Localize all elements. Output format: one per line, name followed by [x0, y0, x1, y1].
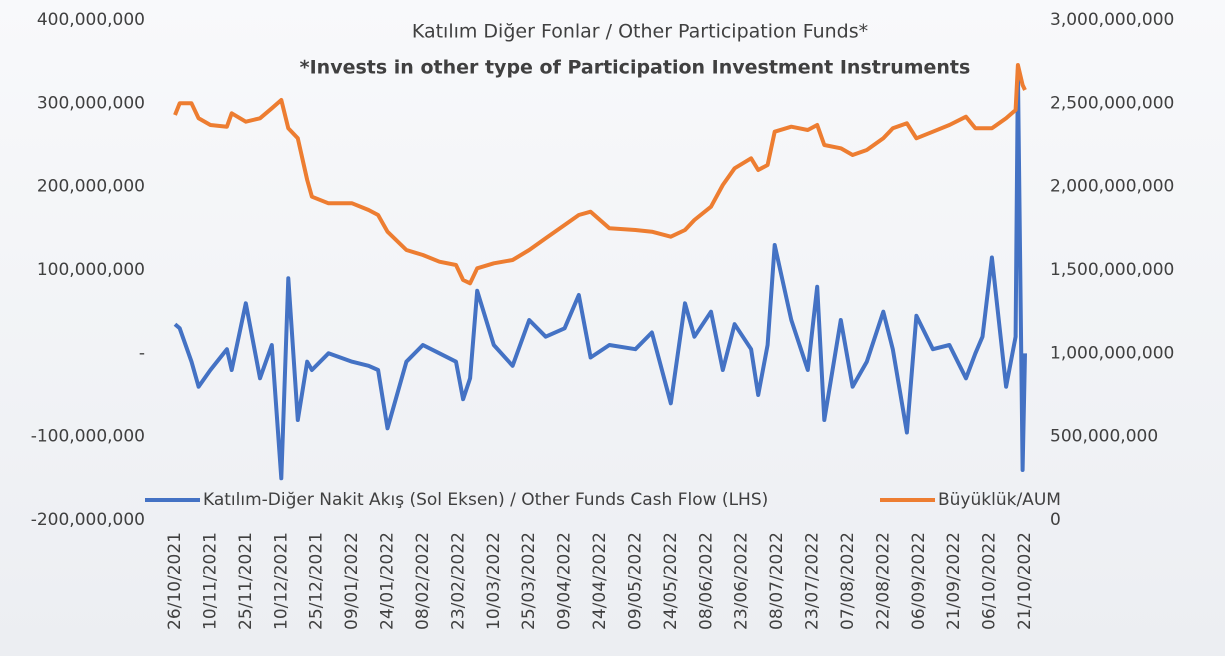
y-tick-label: 100,000,000 [37, 260, 145, 280]
series-line [173, 68, 1027, 481]
x-tick-label: 24/04/2022 [590, 532, 610, 630]
x-tick-label: 08/07/2022 [767, 532, 787, 630]
x-tick-label: 09/05/2022 [625, 532, 645, 630]
x-tick-label: 07/08/2022 [838, 532, 858, 630]
y2-tick-label: 2,500,000,000 [1050, 93, 1174, 113]
y-tick-label: -100,000,000 [31, 427, 145, 447]
x-tick-label: 06/09/2022 [909, 532, 929, 630]
x-tick-label: 26/10/2021 [165, 532, 185, 630]
x-tick-label: 09/01/2022 [342, 532, 362, 630]
x-tick-label: 23/07/2022 [803, 532, 823, 630]
x-tick-label: 25/12/2021 [307, 532, 327, 630]
x-tick-label: 06/10/2022 [980, 532, 1000, 630]
chart-subtitle: *Invests in other type of Participation … [300, 57, 971, 79]
y2-tick-label: 2,000,000,000 [1050, 177, 1174, 197]
y2-tick-label: 1,500,000,000 [1050, 260, 1174, 280]
chart-title: Katılım Diğer Fonlar / Other Participati… [412, 21, 868, 43]
x-tick-label: 08/02/2022 [413, 532, 433, 630]
legend-label: Katılım-Diğer Nakit Akış (Sol Eksen) / O… [203, 490, 768, 510]
x-tick-label: 22/08/2022 [873, 532, 893, 630]
y2-tick-label: 1,000,000,000 [1050, 343, 1174, 363]
x-tick-label: 21/10/2022 [1015, 532, 1035, 630]
y2-tick-label: 0 [1050, 510, 1061, 530]
y2-tick-label: 3,000,000,000 [1050, 10, 1174, 30]
x-tick-label: 24/01/2022 [378, 532, 398, 630]
x-tick-label: 09/04/2022 [555, 532, 575, 630]
y-tick-label: 300,000,000 [37, 93, 145, 113]
y-tick-label: 200,000,000 [37, 177, 145, 197]
x-tick-label: 24/05/2022 [661, 532, 681, 630]
series-line [173, 63, 1027, 286]
x-tick-label: 25/03/2022 [519, 532, 539, 630]
y-tick-label: - [139, 343, 145, 363]
x-tick-label: 23/06/2022 [732, 532, 752, 630]
x-tick-label: 08/06/2022 [696, 532, 716, 630]
x-tick-label: 10/12/2021 [271, 532, 291, 630]
x-tick-label: 25/11/2021 [236, 532, 256, 630]
x-tick-label: 21/09/2022 [944, 532, 964, 630]
x-tick-label: 10/03/2022 [484, 532, 504, 630]
y-tick-label: -200,000,000 [31, 510, 145, 530]
x-tick-label: 10/11/2021 [200, 532, 220, 630]
y2-tick-label: 500,000,000 [1050, 427, 1158, 447]
x-tick-label: 23/02/2022 [448, 532, 468, 630]
y-tick-label: 400,000,000 [37, 10, 145, 30]
legend-label: Büyüklük/AUM [938, 490, 1061, 510]
